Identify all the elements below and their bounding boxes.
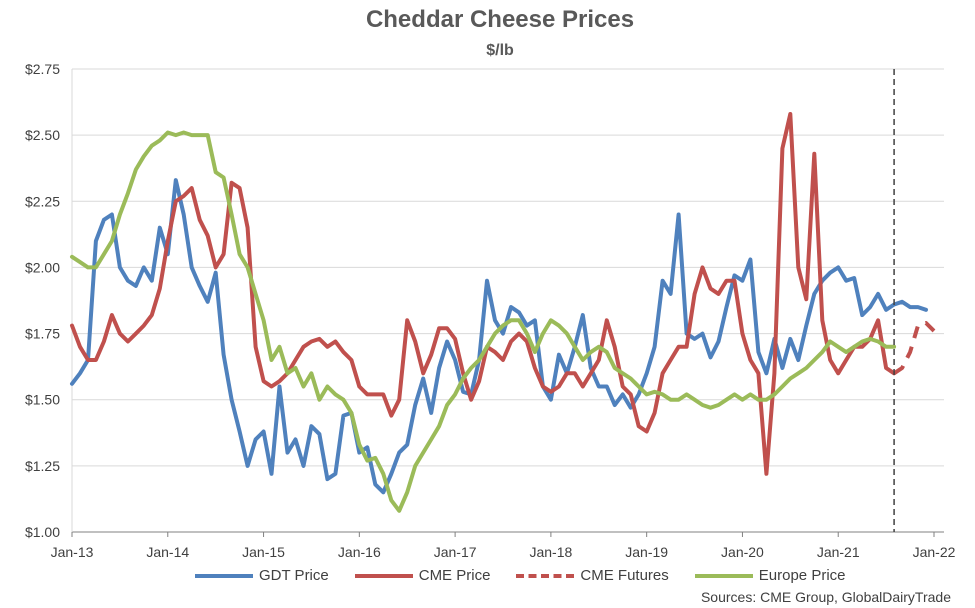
y-tick-label: $1.25: [25, 458, 60, 474]
legend-item-cme: CME Price: [354, 567, 491, 584]
series-line-europe: [70, 130, 897, 513]
series-line-cme: [70, 112, 897, 476]
x-tick-label: Jan-16: [338, 544, 381, 560]
x-tick-label: Jan-20: [721, 544, 764, 560]
x-tick-label: Jan-14: [146, 544, 189, 560]
chart-subtitle: $/lb: [486, 42, 514, 59]
legend-swatch-gdt: [195, 573, 253, 578]
legend-label-cme-futures: CME Futures: [580, 567, 669, 584]
y-tick-label: $2.00: [25, 259, 60, 275]
x-tick-label: Jan-22: [913, 544, 956, 560]
source-note: Sources: CME Group, GlobalDairyTrade: [700, 589, 951, 605]
gridlines: [72, 68, 944, 467]
legend-label-europe: Europe Price: [758, 567, 846, 584]
y-tick-label: $2.50: [25, 127, 60, 143]
x-tick-label: Jan-13: [51, 544, 94, 560]
x-tick-label: Jan-21: [817, 544, 860, 560]
y-tick-label: $1.00: [25, 524, 60, 540]
series-lines: [70, 112, 936, 513]
legend-label-gdt: GDT Price: [259, 567, 329, 584]
x-tick-label: Jan-18: [529, 544, 572, 560]
y-tick-label: $2.25: [25, 193, 60, 209]
legend-label-cme: CME Price: [418, 567, 491, 584]
x-tick-label: Jan-17: [434, 544, 477, 560]
y-tick-label: $1.75: [25, 326, 60, 342]
legend-swatch-cme-futures: [516, 573, 575, 578]
series-line-cme-futures: [892, 321, 936, 375]
y-tick-label: $1.50: [25, 392, 60, 408]
legend-item-gdt: GDT Price: [195, 567, 329, 584]
legend-item-cme-futures: CME Futures: [516, 567, 669, 584]
y-tick-label: $2.75: [25, 61, 60, 77]
legend-swatch-europe: [694, 573, 753, 578]
legend: GDT Price CME Price CME Futures Europe P…: [195, 567, 846, 584]
axes: $1.00 $1.25 $1.50 $1.75 $2.00 $2.25 $2.50 $2.75…: [25, 61, 956, 560]
legend-swatch-cme: [354, 573, 413, 578]
legend-item-europe: Europe Price: [694, 567, 846, 584]
x-tick-label: Jan-19: [625, 544, 668, 560]
x-tick-label: Jan-15: [242, 544, 285, 560]
chart-title: Cheddar Cheese Prices: [365, 6, 635, 33]
